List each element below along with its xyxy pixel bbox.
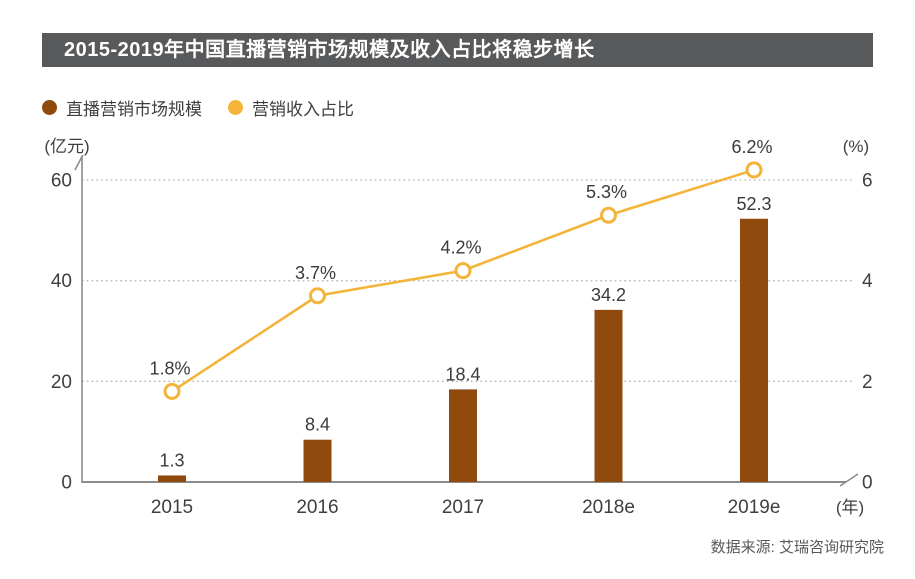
right-axis-tick-0: 0 (862, 473, 873, 494)
right-axis-unit-label: (%) (843, 137, 869, 156)
line-value-label-2015: 1.8% (149, 358, 190, 378)
legend-label-market-size: 直播营销市场规模 (66, 100, 202, 119)
left-axis-tick-20: 20 (51, 372, 72, 393)
left-axis-tick-60: 60 (51, 171, 72, 192)
line-marker-2016 (309, 287, 326, 305)
legend-dot-revenue-share-icon (228, 100, 243, 115)
left-axis-tick-0: 0 (61, 473, 72, 494)
bar-2015 (158, 475, 186, 482)
x-axis-tick-2017: 2017 (442, 497, 484, 518)
bar-value-label-2019e: 52.3 (736, 194, 771, 214)
right-axis-tick-2: 2 (862, 372, 873, 393)
legend: 直播营销市场规模 营销收入占比 (42, 95, 354, 120)
x-axis-tick-2019e: 2019e (728, 497, 781, 518)
line-value-label-2018e: 5.3% (586, 182, 627, 202)
legend-item-market-size: 直播营销市场规模 (42, 95, 202, 120)
line-value-label-2017: 4.2% (440, 238, 481, 258)
chart-title-bar: 2015-2019年中国直播营销市场规模及收入占比将稳步增长 (42, 33, 873, 67)
line-marker-2015 (163, 382, 181, 400)
bar-2017 (449, 389, 477, 482)
trend-line (171, 168, 755, 393)
bar-2019e (740, 218, 768, 483)
left-axis-tick-40: 40 (51, 271, 72, 292)
x-axis-unit-label: (年) (836, 498, 864, 517)
right-axis-tick-4: 4 (862, 271, 873, 292)
bar-2018e (594, 309, 623, 482)
line-marker-2018e (600, 206, 617, 224)
bar-value-label-2018e: 34.2 (591, 285, 626, 305)
data-source: 数据来源: 艾瑞咨询研究院 (710, 539, 884, 556)
line-value-label-2019e: 6.2% (731, 137, 772, 157)
x-axis-tick-2015: 2015 (151, 497, 193, 518)
right-axis-tick-6: 6 (862, 171, 873, 192)
y-axis-arrow-icon (74, 154, 84, 171)
line-marker-2017 (454, 262, 472, 280)
bar-value-label-2017: 18.4 (445, 364, 480, 384)
x-axis-tick-2016: 2016 (296, 497, 338, 518)
line-marker-2019e (745, 161, 763, 179)
legend-dot-market-size-icon (42, 100, 57, 115)
x-axis-arrow-icon (839, 473, 859, 487)
bar-value-label-2015: 1.3 (159, 450, 184, 470)
chart-plot-area: 0 20 40 60 0 2 4 6 2015 2016 2017 2018e 2019e 1.3 8.4 1… (51, 137, 873, 518)
legend-item-revenue-share: 营销收入占比 (228, 95, 354, 120)
line-value-label-2016: 3.7% (295, 263, 336, 283)
left-axis-unit-label: (亿元) (44, 137, 89, 156)
bar-2016 (303, 439, 332, 482)
legend-label-revenue-share: 营销收入占比 (252, 100, 354, 119)
x-axis-tick-2018e: 2018e (582, 497, 635, 518)
bar-value-label-2016: 8.4 (305, 415, 330, 435)
